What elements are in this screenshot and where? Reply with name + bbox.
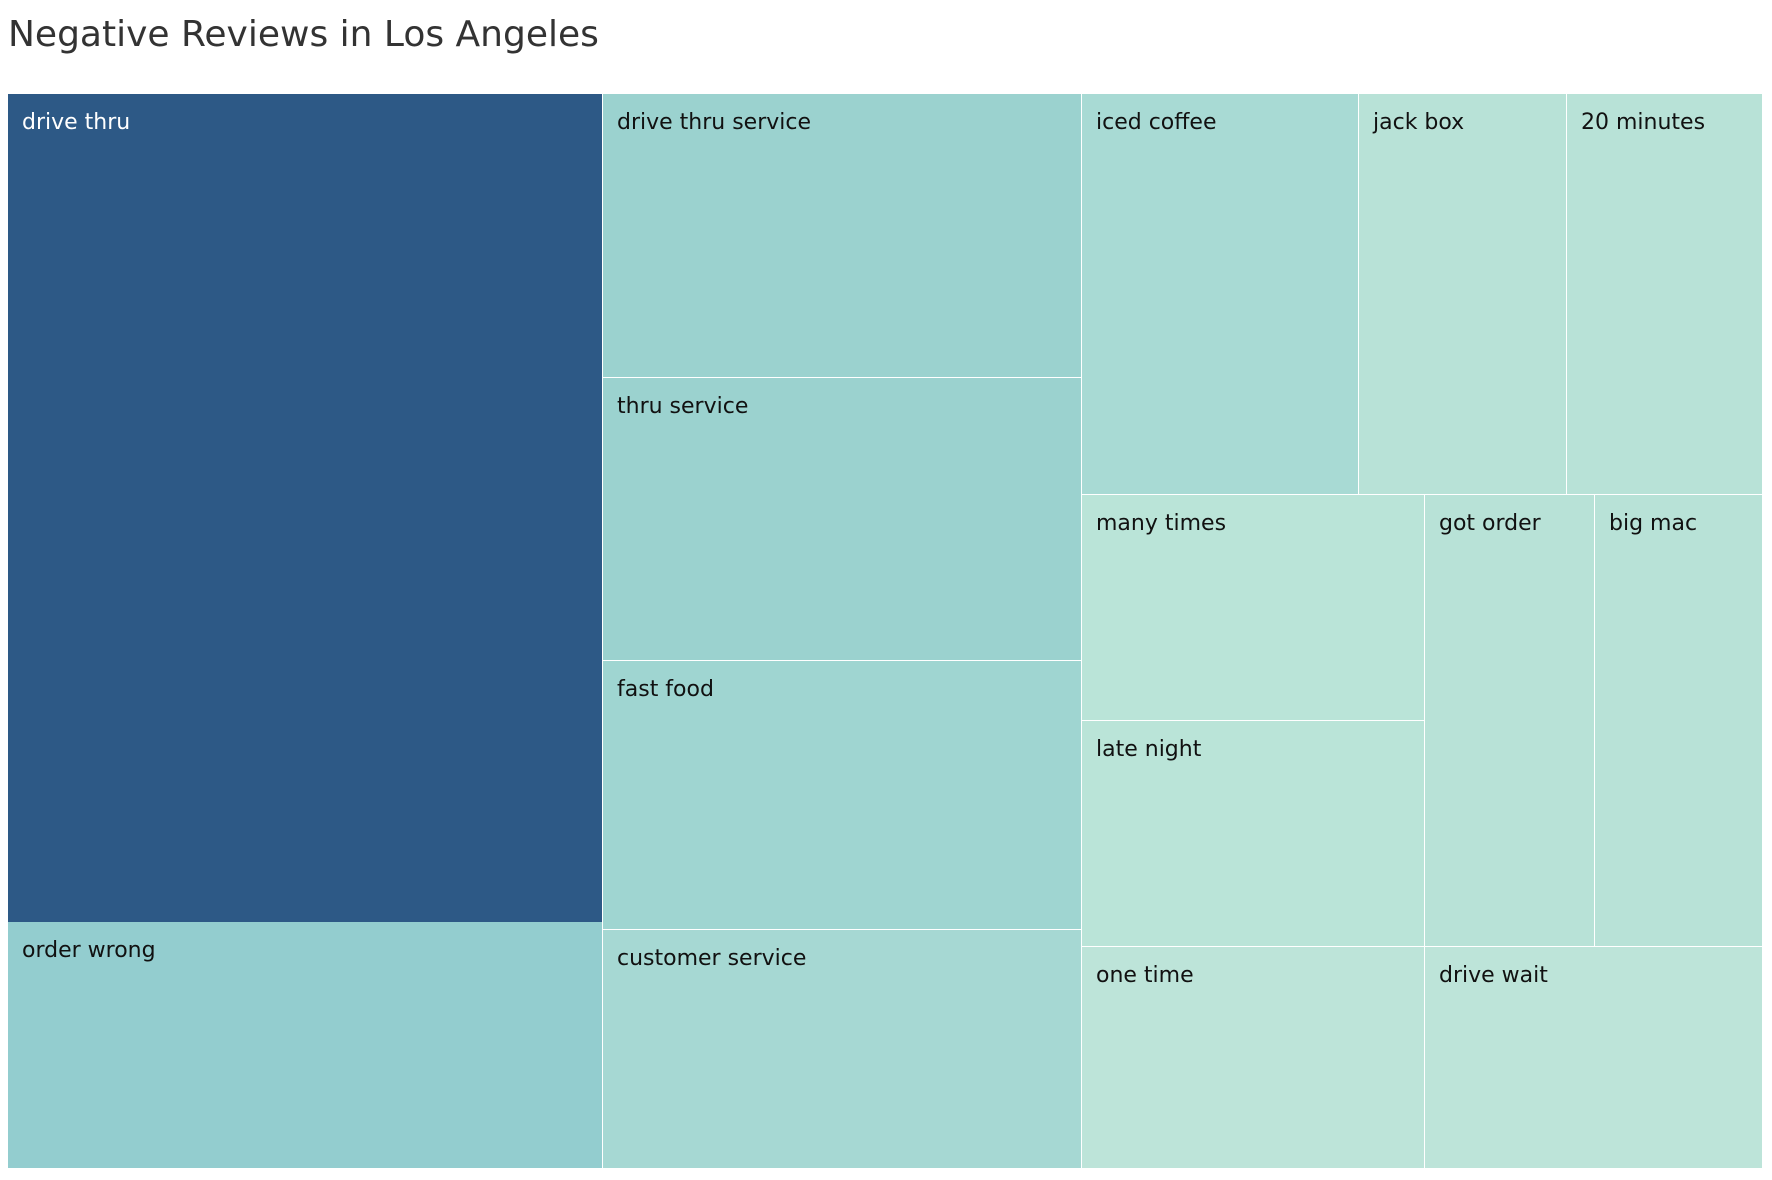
- treemap-tile-fast-food[interactable]: fast food: [603, 661, 1081, 929]
- treemap-tile-customer-service[interactable]: customer service: [603, 930, 1081, 1168]
- treemap-tile-got-order[interactable]: got order: [1425, 495, 1594, 946]
- treemap-tile-label: jack box: [1373, 110, 1465, 135]
- treemap-tile-order-wrong[interactable]: order wrong: [8, 922, 602, 1168]
- treemap-tile-label: 20 minutes: [1581, 110, 1706, 135]
- treemap-tile-label: drive wait: [1439, 963, 1548, 988]
- treemap-tile-label: one time: [1096, 963, 1194, 988]
- treemap-tile-big-mac[interactable]: big mac: [1595, 495, 1762, 946]
- treemap-tile-jack-box[interactable]: jack box: [1359, 94, 1566, 494]
- treemap-tile-thru-service[interactable]: thru service: [603, 378, 1081, 660]
- treemap-tile-drive-thru-service[interactable]: drive thru service: [603, 94, 1081, 377]
- treemap-tile-label: got order: [1439, 511, 1541, 536]
- treemap-tile-20-minutes[interactable]: 20 minutes: [1567, 94, 1762, 494]
- treemap-tile-label: iced coffee: [1096, 110, 1217, 135]
- treemap-tile-label: order wrong: [22, 938, 156, 963]
- chart-title: Negative Reviews in Los Angeles: [8, 14, 599, 55]
- treemap-tile-label: big mac: [1609, 511, 1698, 536]
- treemap-tile-label: drive thru: [22, 110, 131, 135]
- treemap-tile-one-time[interactable]: one time: [1082, 947, 1424, 1168]
- treemap-tile-late-night[interactable]: late night: [1082, 721, 1424, 946]
- treemap-tile-label: many times: [1096, 511, 1227, 536]
- treemap-tile-label: thru service: [617, 394, 749, 419]
- treemap-tile-label: late night: [1096, 737, 1202, 762]
- treemap-tile-drive-thru[interactable]: drive thru: [8, 94, 602, 922]
- treemap-tile-many-times[interactable]: many times: [1082, 495, 1424, 720]
- treemap-tile-label: fast food: [617, 677, 714, 702]
- treemap-tile-label: customer service: [617, 946, 807, 971]
- treemap-tile-label: drive thru service: [617, 110, 812, 135]
- treemap-tile-drive-wait[interactable]: drive wait: [1425, 947, 1762, 1168]
- treemap-tile-iced-coffee[interactable]: iced coffee: [1082, 94, 1358, 494]
